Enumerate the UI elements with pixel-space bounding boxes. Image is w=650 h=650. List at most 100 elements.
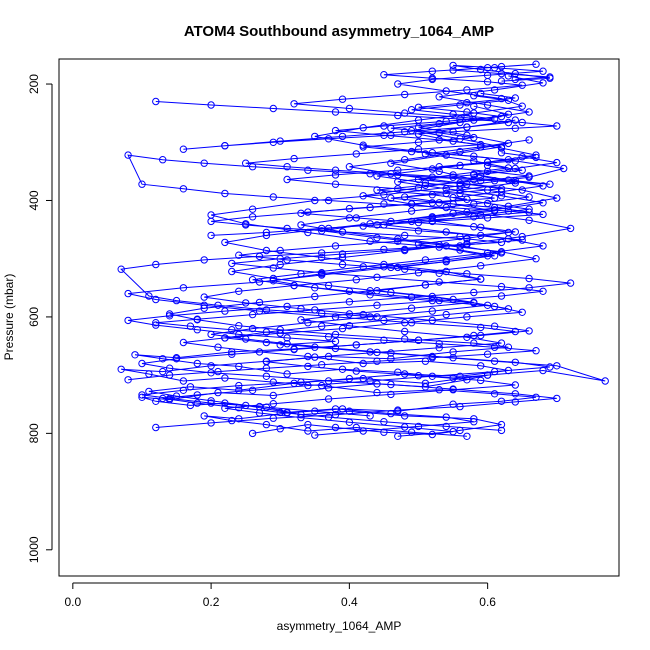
data-point: [366, 291, 374, 299]
data-point: [290, 345, 298, 354]
data-point: [228, 267, 236, 276]
data-point: [248, 213, 257, 221]
data-point: [269, 138, 277, 147]
data-point: [124, 151, 132, 159]
data-point: [463, 313, 471, 321]
data-point: [394, 178, 402, 186]
data-point: [331, 411, 340, 419]
data-point: [477, 177, 485, 185]
data-point: [442, 151, 450, 159]
data-point: [373, 221, 381, 229]
data-point: [539, 287, 547, 295]
data-point: [373, 348, 381, 357]
data-point: [311, 407, 319, 415]
data-point: [255, 298, 264, 307]
data-point: [345, 163, 354, 171]
data-point: [318, 224, 326, 233]
data-point: [449, 348, 457, 356]
data-point: [255, 252, 264, 261]
data-point: [401, 245, 409, 254]
y-axis-label: Pressure (mbar): [2, 274, 16, 361]
data-point: [394, 80, 402, 88]
data-point: [463, 235, 471, 243]
data-point: [477, 143, 485, 151]
data-point: [366, 203, 374, 212]
data-point: [373, 234, 381, 242]
data-point: [221, 307, 229, 315]
data-point: [401, 90, 409, 99]
data-point: [248, 163, 257, 171]
data-point: [297, 413, 305, 422]
data-point: [449, 173, 457, 181]
series-1: [124, 61, 568, 439]
data-point: [387, 194, 395, 202]
data-point: [490, 252, 499, 260]
data-point: [352, 367, 360, 375]
data-point: [269, 378, 277, 386]
data-point: [442, 203, 450, 212]
data-point: [497, 292, 506, 300]
data-point: [497, 69, 506, 78]
data-point: [497, 77, 506, 85]
data-point: [435, 119, 443, 128]
data-point: [483, 249, 492, 257]
data-point: [373, 273, 381, 281]
y-tick-label: 400: [27, 190, 41, 210]
data-point: [566, 279, 575, 287]
data-point: [269, 193, 277, 201]
data-point: [276, 260, 284, 269]
data-point: [387, 159, 395, 167]
data-point: [297, 221, 305, 229]
data-point: [387, 131, 395, 140]
data-point: [373, 301, 381, 309]
data-point: [138, 180, 146, 188]
data-point: [490, 357, 499, 365]
data-point: [359, 192, 367, 200]
data-point: [490, 194, 499, 202]
data-point: [338, 324, 347, 333]
data-point: [394, 368, 402, 376]
data-point: [207, 419, 215, 427]
data-point: [235, 251, 243, 259]
data-point: [497, 420, 506, 429]
data-point: [207, 231, 215, 240]
data-point: [428, 316, 436, 325]
data-point: [159, 367, 167, 376]
data-point: [165, 394, 174, 403]
data-point: [345, 104, 354, 113]
data-point: [483, 371, 492, 379]
data-point: [483, 158, 492, 166]
data-point: [401, 412, 409, 420]
data-point: [463, 108, 471, 116]
data-point: [152, 260, 160, 269]
data-point: [380, 71, 388, 79]
series-9: [124, 149, 575, 349]
data-point: [221, 374, 229, 382]
data-point: [442, 422, 450, 431]
series-line: [141, 139, 557, 428]
data-point: [407, 293, 416, 301]
data-point: [518, 308, 526, 316]
data-point: [318, 269, 326, 277]
data-point: [511, 398, 519, 406]
data-point: [214, 301, 222, 309]
series-line: [128, 165, 544, 381]
data-point: [152, 423, 160, 432]
data-point: [179, 145, 188, 153]
data-point: [331, 423, 340, 432]
data-point: [553, 158, 561, 167]
data-point: [525, 216, 533, 225]
data-point: [318, 361, 326, 369]
data-point: [324, 196, 333, 205]
data-point: [235, 330, 243, 339]
data-point: [318, 309, 326, 318]
data-point: [269, 264, 277, 272]
data-point: [152, 321, 160, 329]
x-axis: 0.0 0.2 0.4 0.6: [64, 582, 496, 609]
data-point: [435, 136, 443, 144]
data-point: [200, 159, 208, 167]
data-point: [428, 292, 436, 301]
y-tick-label: 600: [27, 307, 41, 327]
data-point: [477, 362, 485, 370]
